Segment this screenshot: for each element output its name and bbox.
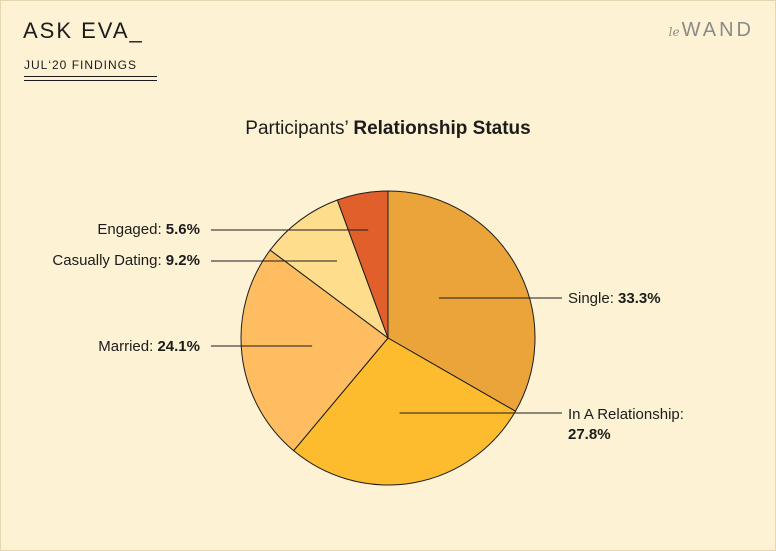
subtitle-underline	[24, 76, 157, 77]
brand-title: ASK EVA_	[23, 18, 144, 43]
chart-title-bold: Relationship Status	[353, 118, 531, 139]
lewand-logo: le WAND	[668, 19, 754, 41]
chart-title: Participants’ Relationship Status	[0, 118, 776, 140]
slice-label-in-a-relationship: In A Relationship: 27.8%	[568, 406, 684, 443]
pie-slice-single	[387, 190, 536, 412]
subtitle-underline-double	[24, 80, 157, 81]
pie-slice-engaged	[336, 190, 389, 339]
chart-title-prefix: Participants’	[245, 118, 349, 139]
pie-slice-married	[240, 249, 389, 452]
slice-label-engaged: Engaged: 5.6%	[97, 221, 200, 238]
report-subtitle: JUL‘20 FINDINGS	[24, 58, 138, 72]
pie-slice-in-a-relationship	[292, 337, 517, 486]
slice-label-single: Single: 33.3%	[568, 290, 661, 307]
pie-slice-casually-dating	[269, 199, 390, 340]
slice-label-married: Married: 24.1%	[98, 338, 200, 355]
slice-label-casually-dating: Casually Dating: 9.2%	[52, 252, 200, 269]
